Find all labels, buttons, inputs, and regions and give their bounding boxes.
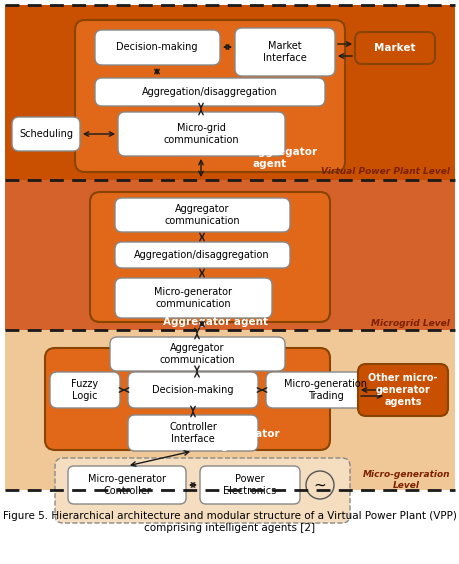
Text: Controller
Interface: Controller Interface: [169, 422, 217, 444]
FancyBboxPatch shape: [118, 112, 285, 156]
Text: Micro-generation
Trading: Micro-generation Trading: [284, 379, 367, 401]
FancyBboxPatch shape: [95, 78, 325, 106]
Text: Micro-grid
communication: Micro-grid communication: [163, 123, 238, 145]
FancyBboxPatch shape: [95, 30, 219, 65]
FancyBboxPatch shape: [354, 32, 434, 64]
Bar: [5, 180, 454, 330]
FancyBboxPatch shape: [357, 364, 447, 416]
Text: Aggregation/disaggregation: Aggregation/disaggregation: [134, 250, 269, 260]
Text: Microgrid Level: Microgrid Level: [370, 319, 449, 328]
Text: Micro-generation
Level: Micro-generation Level: [362, 470, 449, 490]
FancyBboxPatch shape: [110, 337, 285, 371]
Text: Aggregator
communication: Aggregator communication: [164, 204, 239, 226]
Text: Virtual Power Plant Level: Virtual Power Plant Level: [320, 168, 449, 177]
Text: Market: Market: [374, 43, 415, 53]
FancyBboxPatch shape: [200, 466, 299, 504]
Bar: [5, 5, 454, 180]
Text: Power
Electronics: Power Electronics: [223, 474, 276, 496]
Text: Micro-generator
communication: Micro-generator communication: [154, 287, 231, 309]
FancyBboxPatch shape: [115, 198, 289, 232]
FancyBboxPatch shape: [75, 20, 344, 172]
Text: Aggregator
communication: Aggregator communication: [159, 343, 234, 365]
FancyBboxPatch shape: [265, 372, 385, 408]
Text: Market
Interface: Market Interface: [263, 41, 306, 63]
Text: Micro-generator
Controller: Micro-generator Controller: [88, 474, 166, 496]
Text: Fuzzy
Logic: Fuzzy Logic: [71, 379, 98, 401]
Text: Microgrid
Aggregator agent: Microgrid Aggregator agent: [162, 305, 268, 327]
Text: ~: ~: [313, 478, 326, 492]
Text: Scheduling: Scheduling: [19, 129, 73, 139]
Text: Other micro-
generator
agents: Other micro- generator agents: [368, 373, 437, 407]
FancyBboxPatch shape: [45, 348, 329, 450]
Text: Decision-making: Decision-making: [116, 42, 197, 52]
Text: Figure 5. Hierarchical architecture and modular structure of a Virtual Power Pla: Figure 5. Hierarchical architecture and …: [3, 511, 456, 533]
FancyBboxPatch shape: [50, 372, 120, 408]
FancyBboxPatch shape: [235, 28, 334, 76]
Text: VPP Aggregator
agent: VPP Aggregator agent: [223, 147, 316, 169]
FancyBboxPatch shape: [68, 466, 185, 504]
FancyBboxPatch shape: [128, 415, 257, 451]
Text: Aggregation/disaggregation: Aggregation/disaggregation: [142, 87, 277, 97]
Text: Decision-making: Decision-making: [152, 385, 233, 395]
FancyBboxPatch shape: [90, 192, 329, 322]
FancyBboxPatch shape: [128, 372, 257, 408]
Text: Micro-generator
agent: Micro-generator agent: [184, 429, 279, 451]
FancyBboxPatch shape: [55, 458, 349, 523]
FancyBboxPatch shape: [12, 117, 80, 151]
FancyBboxPatch shape: [115, 242, 289, 268]
Bar: [5, 330, 454, 490]
FancyBboxPatch shape: [115, 278, 271, 318]
